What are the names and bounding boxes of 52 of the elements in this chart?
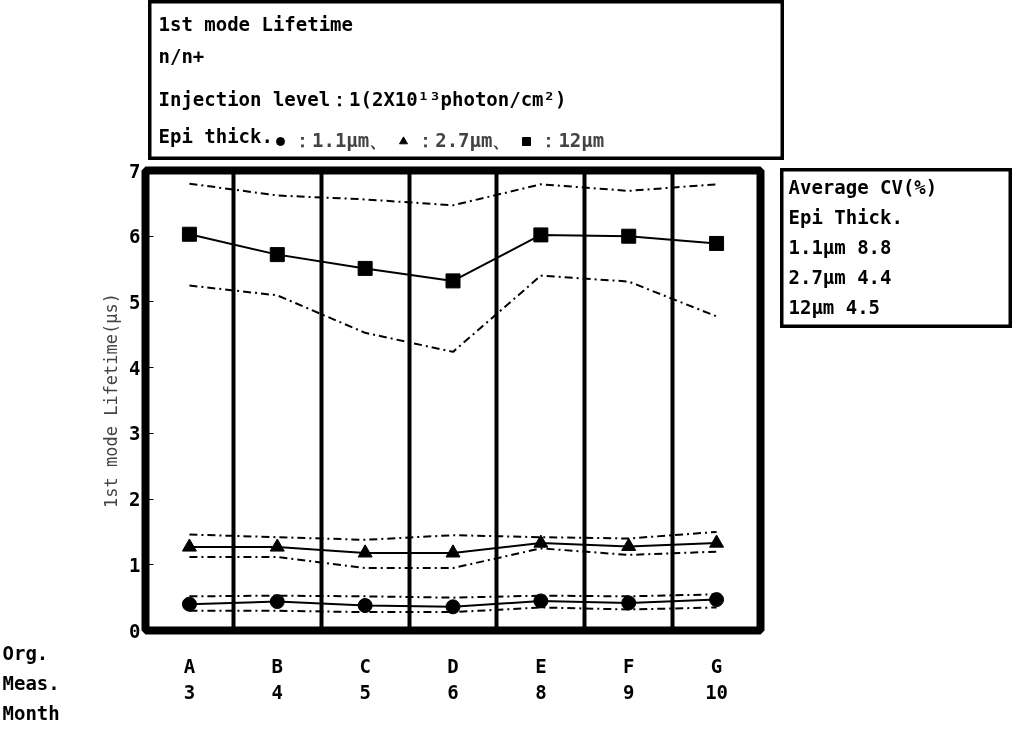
point bbox=[181, 538, 197, 552]
y-tick-label: 0 bbox=[129, 619, 141, 642]
x-tick-label: G 10 bbox=[705, 654, 729, 703]
text: Org. bbox=[2, 641, 49, 664]
y-tick-label: 4 bbox=[129, 356, 141, 379]
point bbox=[357, 260, 373, 276]
y-tick-label: 1 bbox=[129, 553, 141, 576]
x-tick-label: B 4 bbox=[271, 654, 284, 703]
chart-title: 1st mode Lifetime bbox=[158, 12, 353, 35]
point bbox=[445, 544, 461, 558]
y-tick-label: 5 bbox=[129, 290, 141, 313]
y-tick-label: 3 bbox=[129, 422, 141, 445]
point bbox=[533, 593, 549, 609]
point bbox=[357, 598, 373, 614]
text: Average CV(%) bbox=[788, 175, 938, 198]
point bbox=[709, 534, 725, 548]
point bbox=[357, 544, 373, 558]
point bbox=[181, 226, 197, 242]
text: Meas. bbox=[2, 671, 60, 694]
point bbox=[181, 596, 197, 612]
point bbox=[621, 228, 637, 244]
point bbox=[269, 594, 285, 610]
point bbox=[269, 538, 285, 552]
point bbox=[709, 235, 725, 251]
x-tick-label: E 8 bbox=[535, 654, 547, 703]
point bbox=[269, 247, 285, 263]
x-tick-label: A 3 bbox=[183, 654, 196, 703]
y-tick-label: 6 bbox=[129, 225, 141, 248]
legend-label: ：1.1μm、 bbox=[293, 128, 389, 153]
y-axis-title: 1st mode Lifetime(μs) bbox=[101, 293, 122, 508]
text: Month bbox=[2, 701, 60, 724]
x-tick-label: C 5 bbox=[359, 654, 371, 703]
y-tick-label: 7 bbox=[129, 159, 141, 182]
legend-label: ：2.7μm、 bbox=[416, 128, 512, 153]
x-tick-label: F 9 bbox=[622, 654, 635, 703]
point bbox=[533, 534, 549, 548]
text: 2.7μm 4.4 bbox=[788, 265, 892, 288]
chart-subtitle: n/n+ bbox=[158, 44, 205, 67]
text: Injection level：1(2X10¹³photon/cm²) bbox=[158, 87, 567, 110]
legend-title: Epi thick. bbox=[158, 124, 273, 147]
y-tick-label: 2 bbox=[129, 488, 141, 511]
point bbox=[445, 599, 461, 615]
legend-label: ：12μm bbox=[539, 128, 605, 153]
point bbox=[445, 273, 461, 289]
x-tick-label: D 6 bbox=[447, 654, 459, 703]
point bbox=[621, 537, 637, 551]
point bbox=[533, 227, 549, 243]
text: 12μm 4.5 bbox=[788, 295, 881, 318]
text: Epi Thick. bbox=[788, 205, 903, 228]
text: 1.1μm 8.8 bbox=[788, 235, 892, 258]
point bbox=[709, 592, 725, 608]
point bbox=[621, 595, 637, 611]
